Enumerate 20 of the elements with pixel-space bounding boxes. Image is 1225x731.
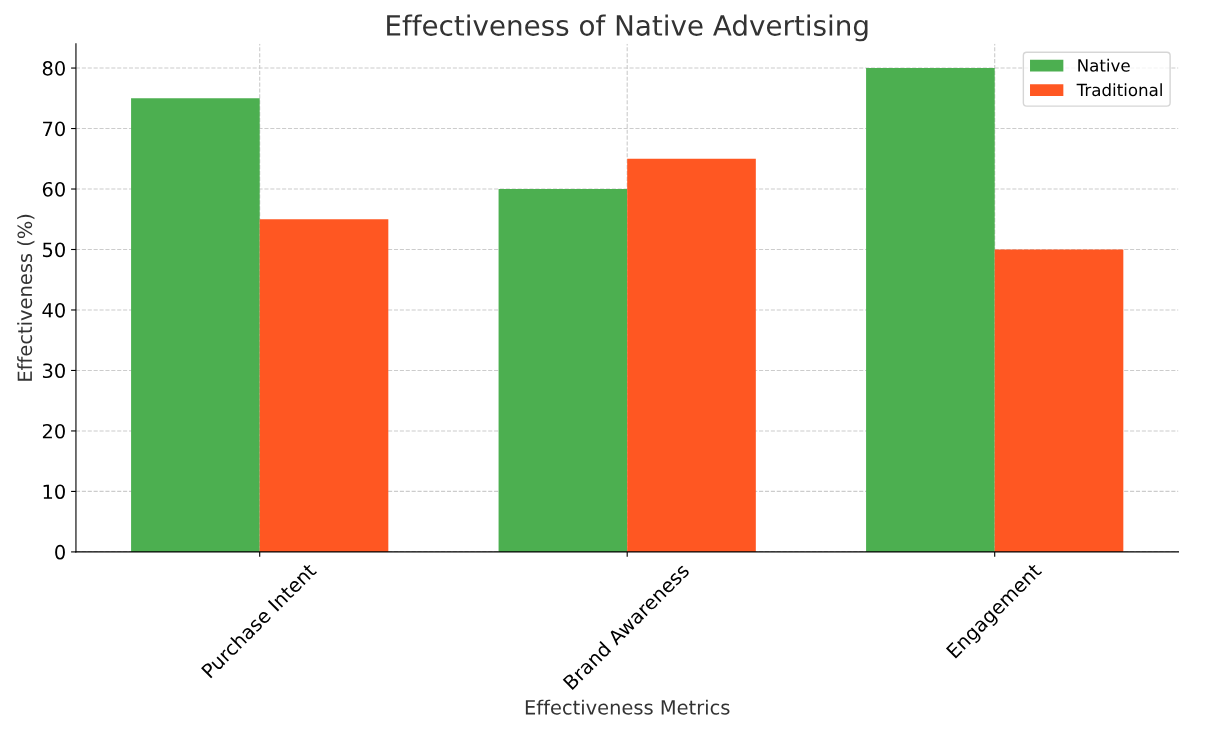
x-axis-title: Effectiveness Metrics — [525, 699, 730, 715]
bar — [994, 249, 1124, 552]
bar — [131, 98, 260, 552]
legend-label: Traditional — [1076, 83, 1162, 97]
bar — [259, 219, 389, 552]
y-tick-label: 30 — [42, 363, 65, 379]
y-axis-title: Effectiveness (%) — [17, 214, 35, 381]
y-tick-label: 50 — [42, 242, 65, 258]
y-tick-label: 40 — [42, 302, 65, 318]
bar — [866, 68, 995, 552]
chart-title: Effectiveness of Native Advertising — [387, 14, 868, 42]
bar — [627, 158, 756, 552]
y-tick-label: 80 — [42, 61, 65, 76]
y-tick-label: 70 — [43, 121, 65, 137]
y-tick-label: 10 — [43, 484, 65, 500]
legend-label: Native — [1078, 58, 1130, 72]
y-tick-label: 20 — [42, 423, 65, 439]
bar — [498, 189, 628, 552]
y-tick-label: 0 — [55, 544, 65, 560]
y-tick-label: 60 — [42, 181, 65, 197]
